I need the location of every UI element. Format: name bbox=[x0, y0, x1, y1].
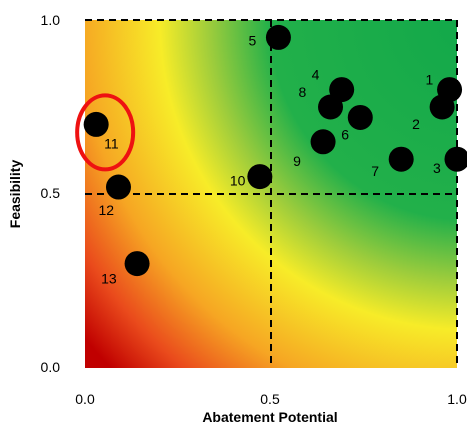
data-point-7 bbox=[389, 147, 414, 172]
x-tick-label-2: 1.0 bbox=[447, 391, 467, 407]
x-axis-title: Abatement Potential bbox=[202, 409, 337, 425]
data-point-2 bbox=[430, 95, 455, 120]
data-point-6 bbox=[348, 105, 373, 130]
y-tick-label-0: 0.0 bbox=[41, 359, 61, 375]
data-point-9 bbox=[311, 129, 336, 154]
data-point-label-11: 11 bbox=[104, 135, 119, 151]
x-tick-label-0: 0.0 bbox=[75, 391, 95, 407]
y-tick-label-2: 1.0 bbox=[41, 12, 61, 28]
data-point-label-1: 1 bbox=[426, 72, 434, 88]
data-point-12 bbox=[106, 175, 131, 200]
data-point-label-4: 4 bbox=[312, 67, 320, 83]
data-point-label-2: 2 bbox=[412, 116, 420, 132]
data-point-label-6: 6 bbox=[341, 126, 349, 142]
data-point-label-12: 12 bbox=[98, 202, 114, 218]
data-point-label-8: 8 bbox=[299, 84, 307, 100]
data-point-8 bbox=[318, 95, 343, 120]
data-point-5 bbox=[266, 25, 291, 50]
y-axis-title: Feasibility bbox=[7, 160, 23, 229]
x-tick-label-1: 0.5 bbox=[260, 391, 280, 407]
data-point-label-7: 7 bbox=[371, 163, 379, 179]
data-point-label-10: 10 bbox=[230, 173, 246, 189]
data-point-label-9: 9 bbox=[293, 153, 301, 169]
data-point-11 bbox=[84, 112, 109, 137]
data-point-label-5: 5 bbox=[248, 32, 256, 48]
y-tick-label-1: 0.5 bbox=[41, 185, 61, 201]
data-point-10 bbox=[247, 164, 272, 189]
data-point-13 bbox=[125, 251, 150, 276]
data-point-label-3: 3 bbox=[433, 160, 441, 176]
data-point-label-13: 13 bbox=[101, 271, 117, 287]
